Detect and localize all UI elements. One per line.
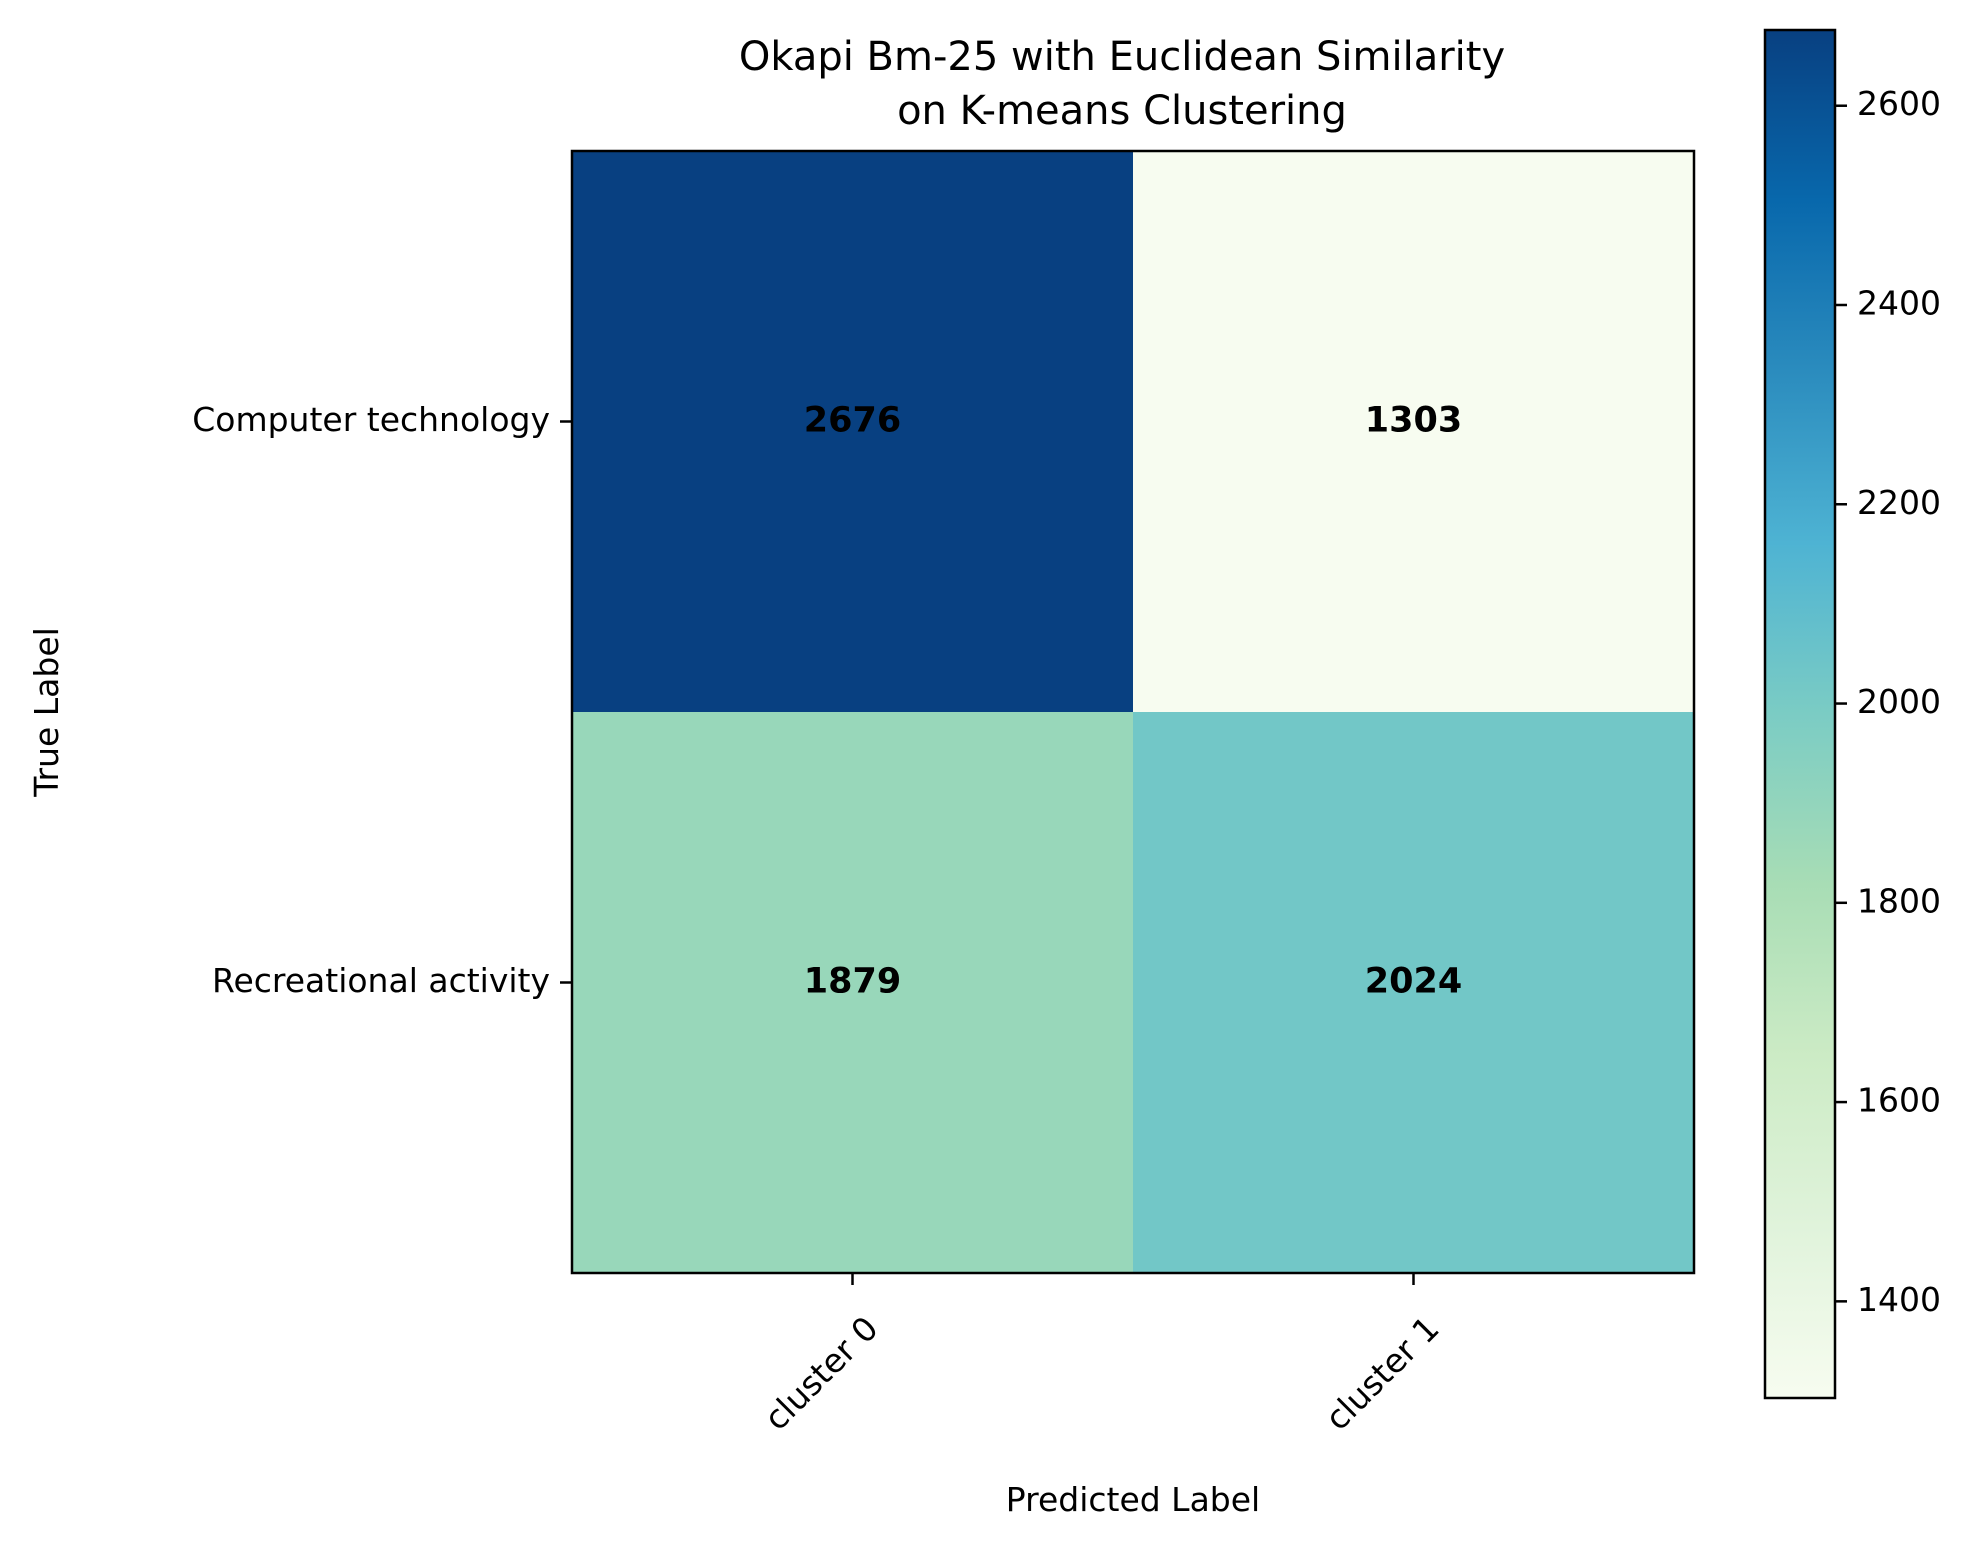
cell-value-r0-c0: 2676 [804,401,901,441]
heatmap-cells [572,151,1695,1274]
y-axis-ticks: Computer technology Recreational activity [192,400,572,1000]
colorbar-tick-label: 1800 [1857,881,1941,920]
colorbar-ticks: 1400 1600 1800 2000 2200 2400 2600 [1835,84,1941,1319]
chart-title-line-1: Okapi Bm-25 with Euclidean Similarity [739,34,1505,80]
plot-frame [570,149,1696,1275]
heatmap-cell-r1-c0 [572,712,1134,1274]
cell-value-r0-c1: 1303 [1365,401,1462,441]
heatmap-cell-r0-c1 [1133,151,1695,713]
colorbar-tick-label: 2200 [1857,483,1941,522]
cell-value-r1-c1: 2024 [1365,962,1462,1002]
heatmap-cell-r0-c0 [572,151,1134,713]
x-axis-label: Predicted Label [1006,1480,1260,1519]
cell-value-r1-c0: 1879 [804,962,901,1002]
x-axis-ticks: cluster 0 cluster 1 [756,1273,1447,1438]
colorbar-tick-label: 1600 [1857,1081,1941,1120]
heatmap-cell-r1-c1 [1133,712,1695,1274]
colorbar [1763,28,1837,1400]
x-tick-label: cluster 0 [756,1309,885,1438]
colorbar-tick-label: 2400 [1857,283,1941,322]
y-axis-label: True Label [27,627,66,798]
cell-value-labels: 2676 1303 1879 2024 [804,401,1462,1002]
y-tick-label: Recreational activity [212,961,550,1000]
colorbar-tick-label: 2000 [1857,682,1941,721]
chart-title-line-2: on K-means Clustering [897,88,1347,134]
colorbar-tick-label: 2600 [1857,84,1941,123]
colorbar-tick-label: 1400 [1857,1280,1941,1319]
y-tick-label: Computer technology [192,400,550,439]
x-tick-label: cluster 1 [1317,1309,1446,1438]
